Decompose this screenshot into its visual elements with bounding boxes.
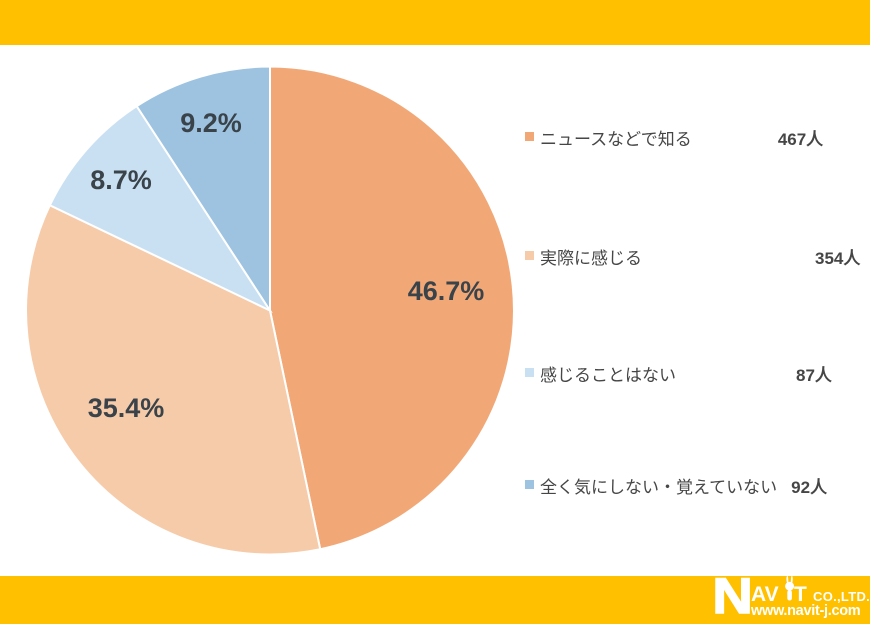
svg-text:CO.,LTD.: CO.,LTD.	[813, 589, 870, 604]
svg-text:N: N	[712, 569, 752, 624]
svg-text:www.navit-j.com: www.navit-j.com	[750, 603, 860, 619]
